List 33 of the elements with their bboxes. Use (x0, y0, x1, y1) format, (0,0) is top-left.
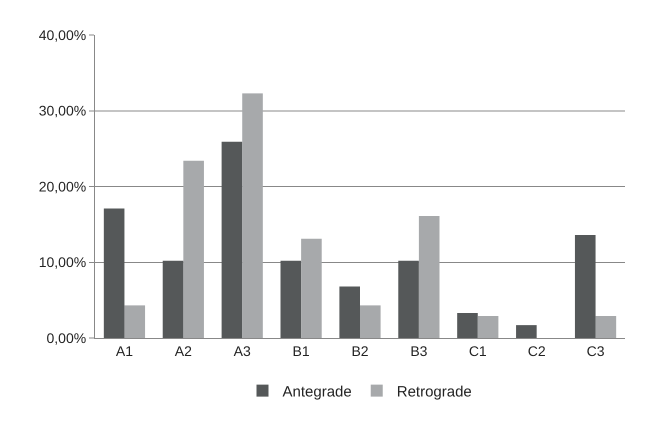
bar (360, 305, 381, 338)
bar (162, 260, 184, 338)
legend-label: Antegrade (282, 383, 352, 400)
x-tick-label: A3 (234, 342, 251, 359)
bar (104, 208, 124, 338)
x-tick-label: C3 (586, 342, 605, 359)
bar (596, 316, 616, 338)
legend-label: Retrograde (396, 383, 472, 400)
bar (478, 316, 498, 338)
bar (398, 260, 419, 338)
y-tick-label: 0,00% (46, 330, 86, 346)
bar (242, 93, 263, 338)
x-tick-label: A2 (174, 342, 192, 359)
bar (339, 286, 360, 338)
bar (516, 325, 537, 338)
x-tick-label: A1 (116, 342, 134, 359)
bar (418, 216, 440, 338)
y-tick-label: 20,00% (38, 178, 86, 194)
x-tick-label: C1 (468, 342, 487, 359)
bar (222, 142, 242, 338)
bar (457, 313, 478, 338)
bar (124, 305, 146, 338)
bar (574, 234, 596, 338)
x-tick-label: B3 (410, 342, 428, 359)
x-tick-label: B1 (292, 342, 310, 359)
x-tick-label: B2 (351, 342, 369, 359)
y-tick-label: 10,00% (38, 254, 86, 270)
bar (280, 260, 302, 338)
y-tick-label: 40,00% (38, 26, 86, 43)
bar (301, 238, 322, 338)
bar (183, 160, 204, 338)
y-tick-label: 30,00% (38, 102, 86, 119)
x-tick-label: C2 (528, 342, 546, 359)
